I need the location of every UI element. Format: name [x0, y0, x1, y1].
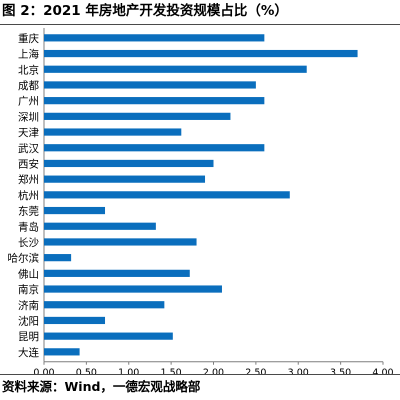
category-label: 南京 [18, 283, 39, 296]
bar [44, 159, 214, 168]
category-label: 大连 [18, 346, 39, 359]
bottom-rule [0, 374, 400, 375]
bar [44, 144, 265, 152]
bar [44, 332, 173, 340]
category-label: 哈尔滨 [8, 252, 40, 265]
category-label: 成都 [18, 80, 39, 92]
bar [44, 254, 72, 262]
category-label: 天津 [18, 127, 39, 139]
x-tick-label: 3.50 [330, 368, 351, 374]
x-tick-label: 4.00 [372, 368, 393, 374]
category-label: 佛山 [18, 267, 39, 280]
bar [44, 175, 206, 183]
bar [44, 348, 80, 356]
x-tick-label: 1.50 [161, 368, 182, 374]
bar [44, 49, 358, 58]
category-label: 东莞 [18, 205, 39, 218]
category-label: 重庆 [18, 32, 39, 45]
source-note: 资料来源：Wind，一德宏观战略部 [2, 379, 201, 394]
bar [44, 128, 182, 136]
bar [44, 206, 106, 215]
x-tick-label: 0.50 [76, 368, 97, 374]
category-label: 西安 [18, 157, 39, 170]
category-label: 昆明 [18, 331, 39, 343]
bar-chart: 重庆上海北京成都广州深圳天津武汉西安郑州杭州东莞青岛长沙哈尔滨佛山南京济南沈阳昆… [8, 28, 394, 374]
x-tick-label: 3.00 [288, 368, 309, 374]
bar [44, 191, 290, 199]
x-tick-label: 0.00 [33, 368, 54, 374]
category-label: 长沙 [18, 237, 39, 249]
category-label: 深圳 [18, 111, 39, 123]
bar [44, 65, 307, 73]
x-tick-label: 2.00 [203, 368, 224, 374]
bar [44, 269, 190, 277]
category-label: 青岛 [18, 220, 39, 233]
bar [44, 238, 197, 246]
category-label: 广州 [18, 96, 39, 108]
category-label: 杭州 [18, 189, 39, 202]
bar [44, 112, 231, 120]
x-tick-label: 1.00 [118, 368, 139, 374]
bar [44, 34, 265, 42]
bar [44, 81, 256, 89]
bar [44, 301, 165, 309]
category-label: 武汉 [18, 142, 39, 155]
bar [44, 97, 265, 105]
category-label: 上海 [18, 48, 39, 61]
top-rule [0, 24, 400, 25]
category-label: 北京 [18, 63, 39, 76]
bar [44, 316, 106, 325]
category-label: 沈阳 [18, 314, 39, 327]
bar [44, 285, 222, 293]
category-label: 郑州 [18, 173, 39, 186]
chart-title: 图 2：2021 年房地产开发投资规模占比（%） [2, 3, 288, 19]
category-label: 济南 [18, 299, 39, 312]
bar [44, 222, 156, 230]
x-tick-label: 2.50 [245, 368, 266, 374]
